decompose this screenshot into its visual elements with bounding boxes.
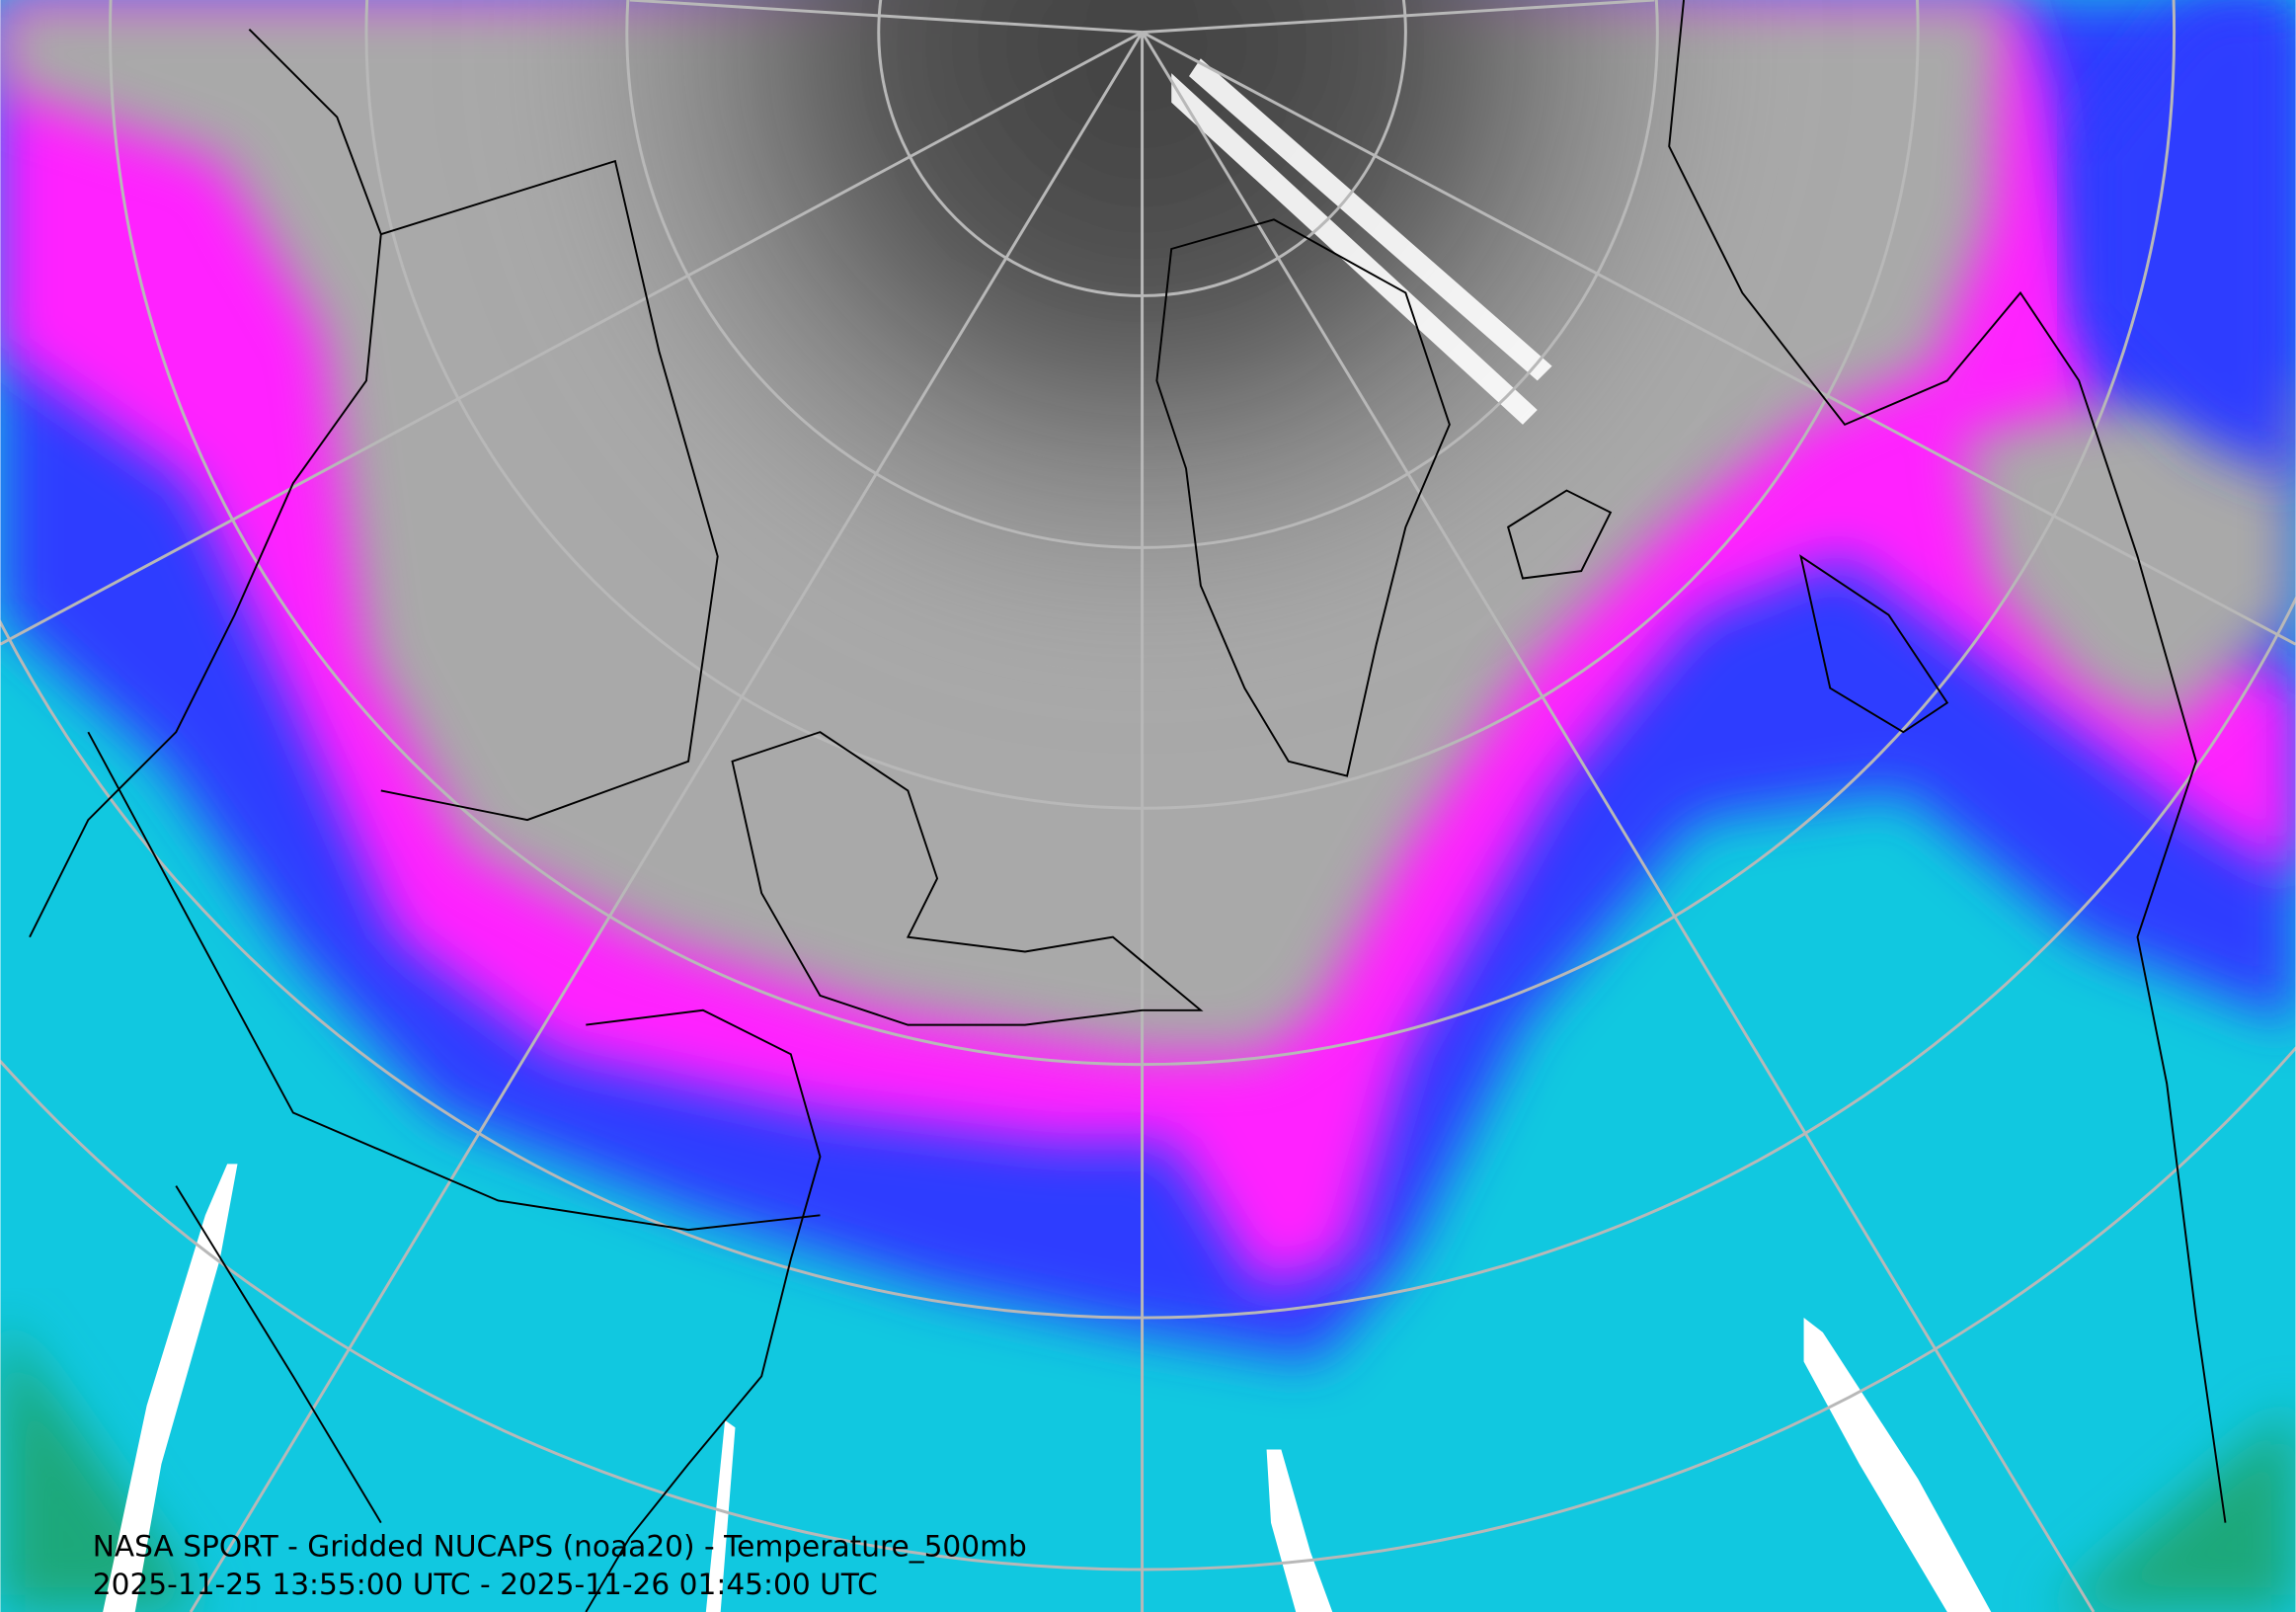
caption-title: NASA SPORT - Gridded NUCAPS (noaa20) - T…	[93, 1529, 1027, 1564]
coastlines	[29, 0, 2227, 1612]
caption-time-range: 2025-11-25 13:55:00 UTC - 2025-11-26 01:…	[93, 1567, 878, 1601]
cold-band-east	[2079, 0, 2296, 484]
data-gaps	[103, 58, 1992, 1612]
